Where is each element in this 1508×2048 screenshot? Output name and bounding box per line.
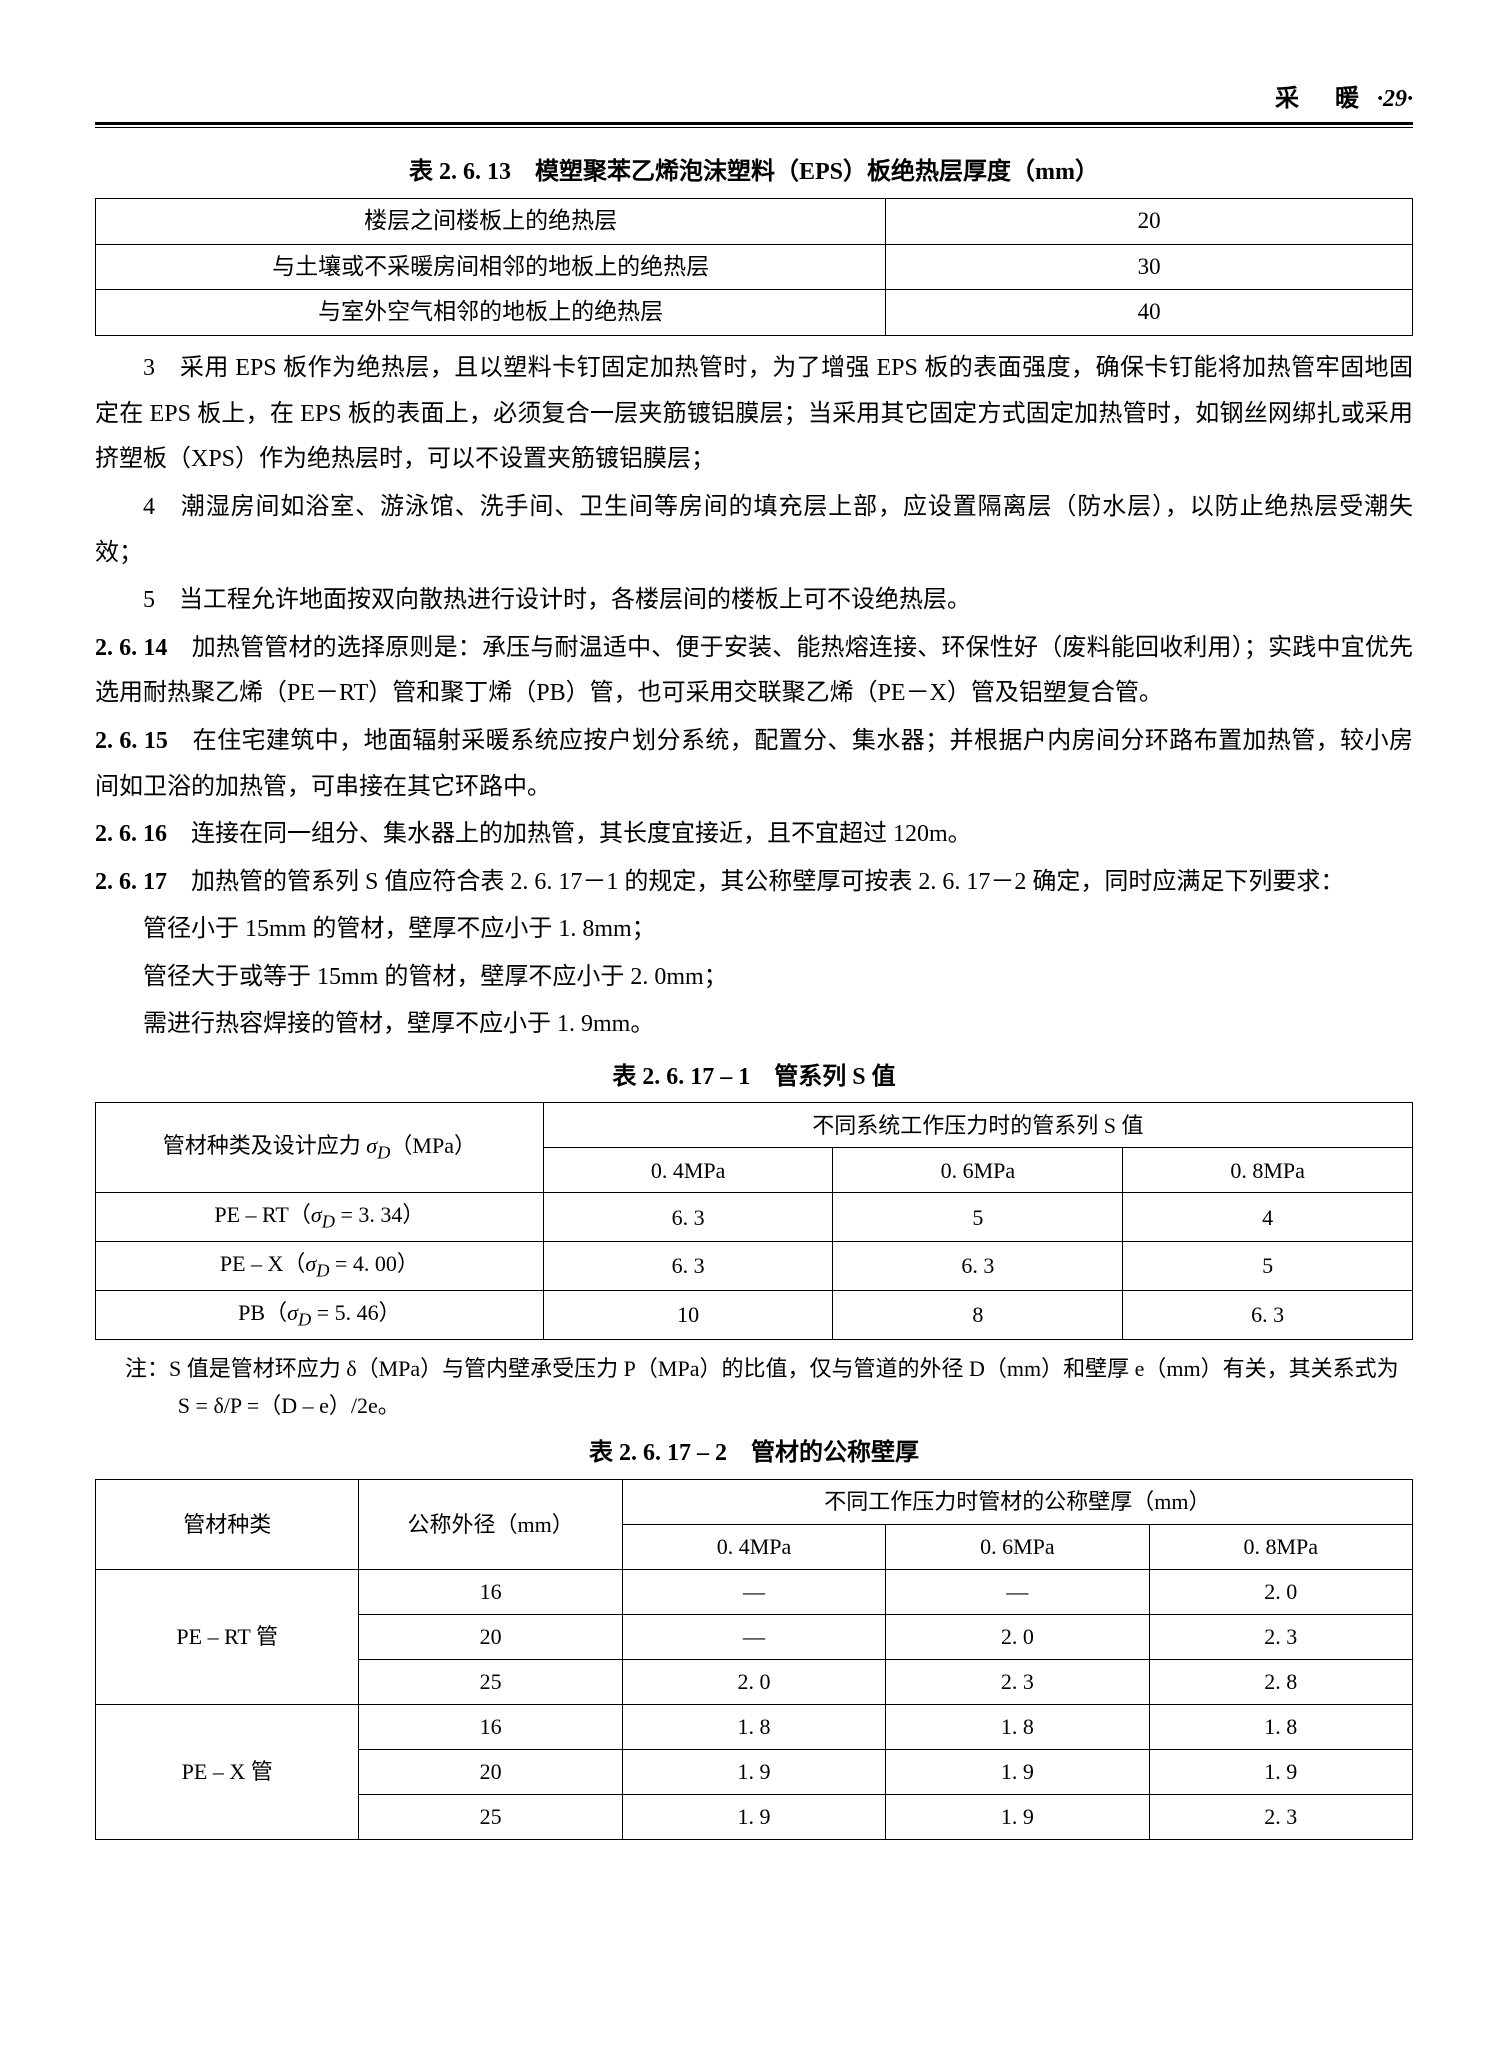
table-2-6-17-2-caption: 表 2. 6. 17 – 2 管材的公称壁厚 xyxy=(95,1434,1413,1472)
table-row: 楼层之间楼板上的绝热层20 xyxy=(96,198,1413,244)
section-title: 采 暖 xyxy=(1275,86,1365,112)
table-2-6-13: 楼层之间楼板上的绝热层20 与土壤或不采暖房间相邻的地板上的绝热层30 与室外空… xyxy=(95,198,1413,336)
table-2-6-17-2: 管材种类 公称外径（mm） 不同工作压力时管材的公称壁厚（mm） 0. 4MPa… xyxy=(95,1479,1413,1840)
page-number: 29 xyxy=(1383,86,1407,112)
table-row: PE – RT 管 16——2. 0 xyxy=(96,1569,1413,1614)
col-s-values: 不同系统工作压力时的管系列 S 值 xyxy=(543,1103,1412,1148)
req-2: 管径大于或等于 15mm 的管材，壁厚不应小于 2. 0mm； xyxy=(95,955,1413,1001)
table-2-6-17-1: 管材种类及设计应力 σD（MPa） 不同系统工作压力时的管系列 S 值 0. 4… xyxy=(95,1102,1413,1339)
para-2-6-15: 2. 6. 15 在住宅建筑中，地面辐射采暖系统应按户划分系统，配置分、集水器；… xyxy=(95,719,1413,810)
table-row: PE – RT（σD = 3. 34） 6. 354 xyxy=(96,1193,1413,1242)
group-pe-rt: PE – RT 管 xyxy=(96,1569,359,1704)
para-3: 3 采用 EPS 板作为绝热层，且以塑料卡钉固定加热管时，为了增强 EPS 板的… xyxy=(95,346,1413,483)
table-2-6-13-caption: 表 2. 6. 13 模塑聚苯乙烯泡沫塑料（EPS）板绝热层厚度（mm） xyxy=(95,153,1413,191)
req-1: 管径小于 15mm 的管材，壁厚不应小于 1. 8mm； xyxy=(95,907,1413,953)
col-wall-thickness: 不同工作压力时管材的公称壁厚（mm） xyxy=(622,1479,1412,1524)
col-material: 管材种类及设计应力 σD（MPa） xyxy=(96,1103,544,1193)
table-2-6-17-1-caption: 表 2. 6. 17 – 1 管系列 S 值 xyxy=(95,1058,1413,1096)
table-row: PE – X（σD = 4. 00） 6. 36. 35 xyxy=(96,1242,1413,1291)
para-4: 4 潮湿房间如浴室、游泳馆、洗手间、卫生间等房间的填充层上部，应设置隔离层（防水… xyxy=(95,485,1413,576)
header-rule xyxy=(95,122,1413,128)
table-row: PB（σD = 5. 46） 1086. 3 xyxy=(96,1290,1413,1339)
page-header: 采 暖 ·29· xyxy=(95,80,1413,122)
table-note: 注：S 值是管材环应力 δ（MPa）与管内壁承受压力 P（MPa）的比值，仅与管… xyxy=(125,1350,1413,1425)
para-2-6-14: 2. 6. 14 加热管管材的选择原则是：承压与耐温适中、便于安装、能热熔连接、… xyxy=(95,626,1413,717)
req-3: 需进行热容焊接的管材，壁厚不应小于 1. 9mm。 xyxy=(95,1002,1413,1048)
table-row: 与土壤或不采暖房间相邻的地板上的绝热层30 xyxy=(96,244,1413,290)
table-row: PE – X 管 161. 81. 81. 8 xyxy=(96,1704,1413,1749)
col-diameter: 公称外径（mm） xyxy=(359,1479,622,1569)
para-2-6-16: 2. 6. 16 连接在同一组分、集水器上的加热管，其长度宜接近，且不宜超过 1… xyxy=(95,812,1413,858)
para-5: 5 当工程允许地面按双向散热进行设计时，各楼层间的楼板上可不设绝热层。 xyxy=(95,578,1413,624)
para-2-6-17: 2. 6. 17 加热管的管系列 S 值应符合表 2. 6. 17－1 的规定，… xyxy=(95,860,1413,906)
table-row: 与室外空气相邻的地板上的绝热层40 xyxy=(96,290,1413,336)
group-pe-x: PE – X 管 xyxy=(96,1704,359,1839)
col-type: 管材种类 xyxy=(96,1479,359,1569)
